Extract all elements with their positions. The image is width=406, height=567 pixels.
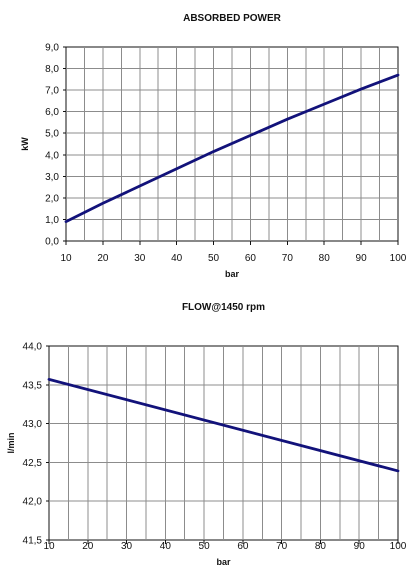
x-tick-label: 10: [43, 541, 55, 552]
y-tick-label: 0,0: [45, 237, 59, 248]
x-tick-label: 70: [276, 541, 288, 552]
x-tick-label: 10: [60, 253, 72, 264]
y-tick-label: 43,5: [23, 380, 43, 391]
y-tick-label: 1,0: [45, 215, 59, 226]
chart-2: FLOW@1450 rpm 41,5 42,0 42,5 43,0 43,5 44,0 10 2…: [6, 302, 406, 567]
x-tick-label: 50: [199, 541, 211, 552]
data-series-1: [64, 73, 400, 224]
x-tick-label: 70: [282, 253, 294, 264]
y-tick-label: 42,0: [23, 497, 43, 508]
chart-1: ABSORBED POWER 0,0 1,0 2,0 3,0 4,0 5,0 6,0 7,0 8,…: [20, 13, 406, 279]
x-tick-label: 30: [134, 253, 146, 264]
x-axis-label: bar: [225, 269, 240, 279]
x-tick-label: 90: [354, 541, 366, 552]
x-tick-label: 30: [121, 541, 133, 552]
x-tick-label: 20: [97, 253, 109, 264]
y-tick-label: 4,0: [45, 150, 59, 161]
x-tick-label: 100: [390, 253, 406, 264]
data-series-1: [47, 377, 400, 473]
chart-title: FLOW@1450 rpm: [182, 302, 265, 313]
x-tick-label: 40: [160, 541, 172, 552]
x-tick-label: 50: [208, 253, 220, 264]
y-tick-label: 3,0: [45, 172, 59, 183]
x-tick-label: 100: [390, 541, 406, 552]
x-tick-label: 60: [245, 253, 257, 264]
x-tick-label: 90: [356, 253, 368, 264]
x-tick-label: 80: [319, 253, 331, 264]
y-axis-label: kW: [20, 137, 30, 151]
y-tick-label: 5,0: [45, 129, 59, 140]
y-tick-label: 8,0: [45, 64, 59, 75]
x-axis-label: bar: [216, 557, 231, 567]
y-tick-label: 6,0: [45, 107, 59, 118]
y-tick-label: 42,5: [23, 458, 43, 469]
x-tick-label: 40: [171, 253, 183, 264]
y-tick-label: 41,5: [23, 536, 43, 547]
x-tick-label: 20: [82, 541, 94, 552]
chart-title: ABSORBED POWER: [183, 13, 282, 24]
y-tick-label: 9,0: [45, 43, 59, 54]
x-tick-label: 80: [315, 541, 327, 552]
y-tick-label: 43,0: [23, 419, 43, 430]
y-tick-label: 2,0: [45, 193, 59, 204]
y-tick-label: 7,0: [45, 86, 59, 97]
x-tick-label: 60: [237, 541, 249, 552]
y-tick-label: 44,0: [23, 342, 43, 353]
y-axis-label: l/min: [6, 432, 16, 453]
